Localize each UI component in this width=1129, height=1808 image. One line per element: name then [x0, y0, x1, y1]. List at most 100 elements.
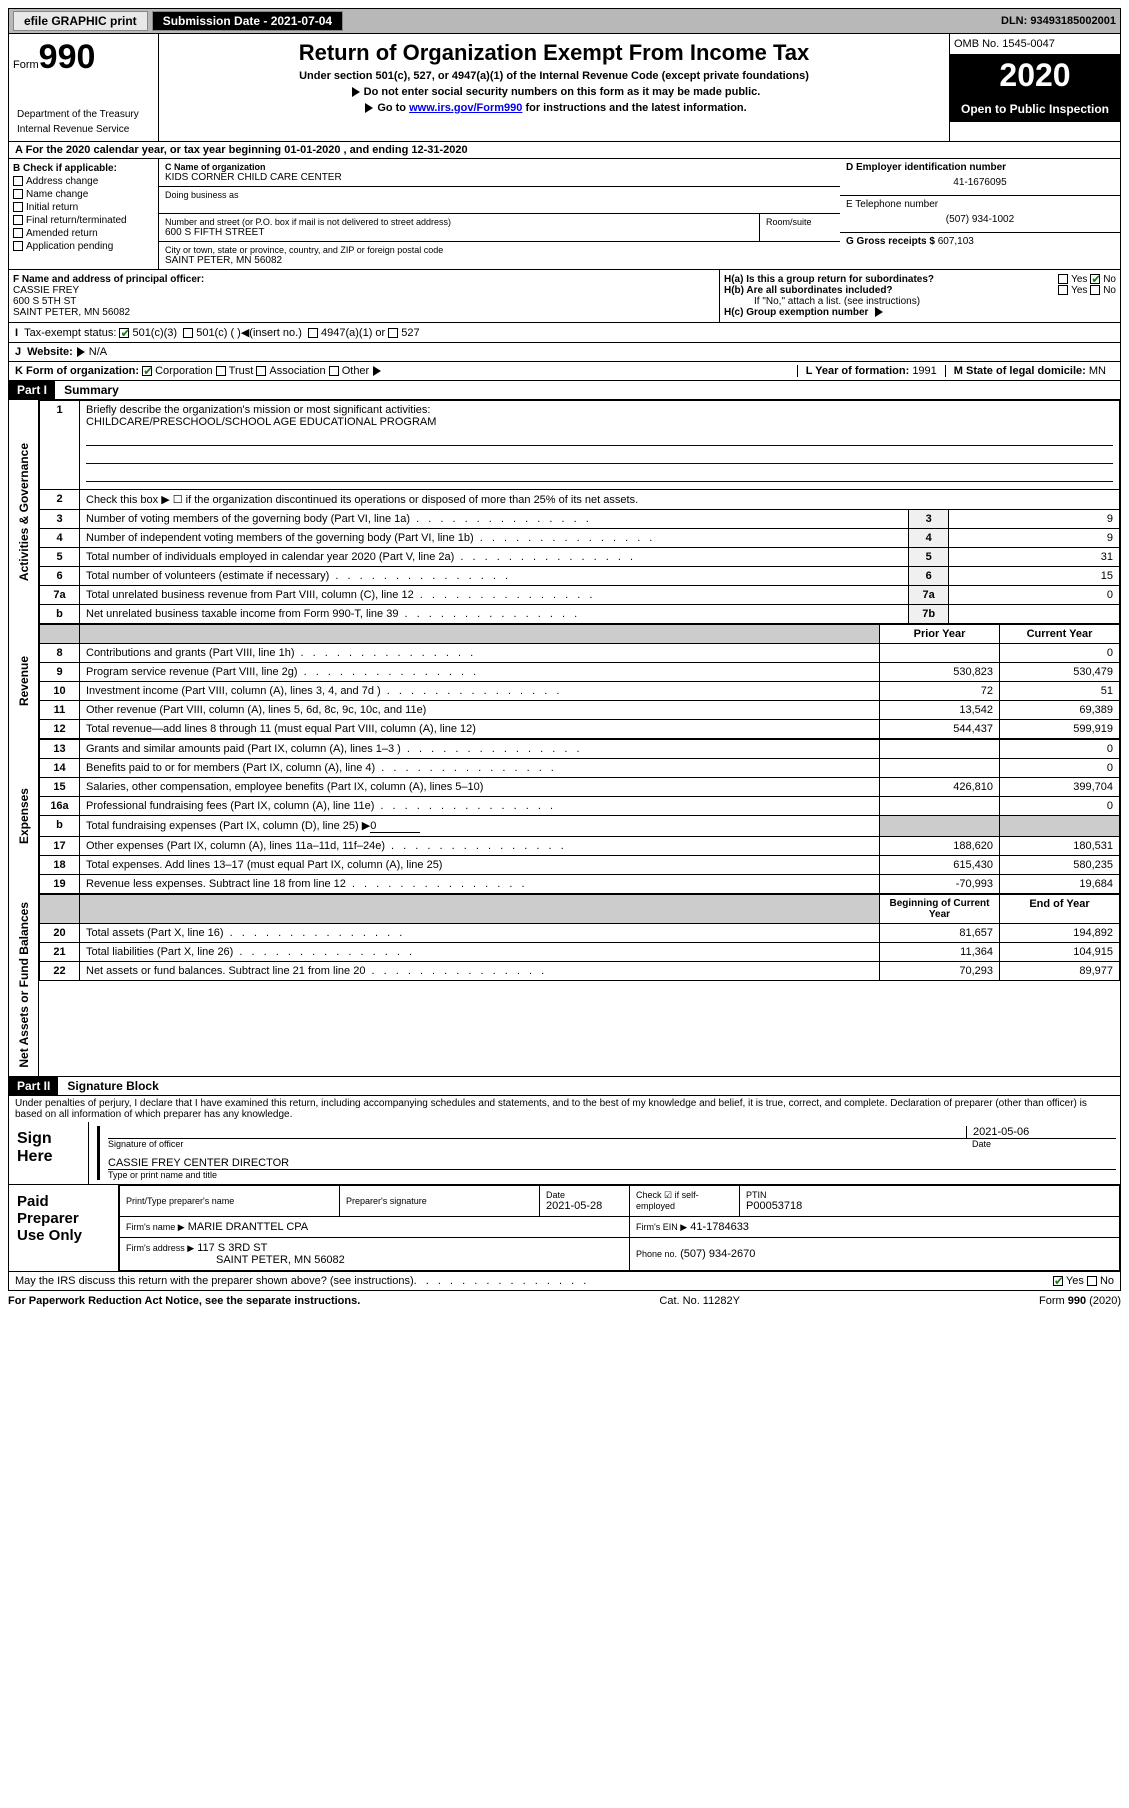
- hc-label: H(c) Group exemption number: [724, 307, 868, 318]
- firm-addr1: 117 S 3RD ST: [197, 1242, 267, 1254]
- ha-no-checkbox[interactable]: [1090, 274, 1100, 284]
- year-formation: 1991: [912, 365, 936, 377]
- line-14: Benefits paid to or for members (Part IX…: [80, 759, 880, 778]
- beg-year-header: Beginning of Current Year: [880, 895, 1000, 924]
- c18: 580,235: [1000, 856, 1120, 875]
- revenue-section: Revenue Prior YearCurrent Year 8Contribu…: [8, 624, 1121, 739]
- line-7a: Total unrelated business revenue from Pa…: [80, 586, 909, 605]
- ptin-label: PTIN: [746, 1190, 1113, 1200]
- omb-number: OMB No. 1545-0047: [950, 34, 1120, 55]
- street-label: Number and street (or P.O. box if mail i…: [165, 217, 753, 227]
- dln-label: DLN: 93493185002001: [1001, 15, 1116, 27]
- 527-checkbox[interactable]: [388, 328, 398, 338]
- amended-return-checkbox[interactable]: [13, 228, 23, 238]
- p18: 615,430: [880, 856, 1000, 875]
- submission-date-button[interactable]: Submission Date - 2021-07-04: [152, 11, 343, 31]
- room-label: Room/suite: [766, 217, 834, 227]
- org-name: KIDS CORNER CHILD CARE CENTER: [165, 172, 834, 183]
- p11: 13,542: [880, 701, 1000, 720]
- firm-name-label: Firm's name ▶: [126, 1222, 185, 1232]
- address-change-checkbox[interactable]: [13, 176, 23, 186]
- website-value: N/A: [89, 346, 107, 358]
- line-10: Investment income (Part VIII, column (A)…: [80, 682, 880, 701]
- val-6: 15: [949, 567, 1120, 586]
- form-title: Return of Organization Exempt From Incom…: [165, 40, 943, 66]
- officer-addr1: 600 S 5TH ST: [13, 296, 715, 307]
- final-return-checkbox[interactable]: [13, 215, 23, 225]
- ha-yes-checkbox[interactable]: [1058, 274, 1068, 284]
- line-11: Other revenue (Part VIII, column (A), li…: [80, 701, 880, 720]
- box-b-legend: B Check if applicable:: [13, 163, 154, 174]
- governance-section: Activities & Governance 1 Briefly descri…: [8, 400, 1121, 624]
- hb-no-checkbox[interactable]: [1090, 285, 1100, 295]
- prep-date-label: Date: [546, 1190, 623, 1200]
- officer-label: F Name and address of principal officer:: [13, 274, 715, 285]
- part-ii-header: Part II Signature Block: [8, 1077, 1121, 1096]
- prep-date: 2021-05-28: [546, 1200, 623, 1212]
- name-change-checkbox[interactable]: [13, 189, 23, 199]
- klm-row: K Form of organization: Corporation Trus…: [8, 362, 1121, 381]
- form-subtitle: Under section 501(c), 527, or 4947(a)(1)…: [165, 70, 943, 82]
- topbar: efile GRAPHIC print Submission Date - 20…: [8, 8, 1121, 34]
- 4947-checkbox[interactable]: [308, 328, 318, 338]
- discuss-yes-checkbox[interactable]: [1053, 1276, 1063, 1286]
- p21: 11,364: [880, 943, 1000, 962]
- ha-label: H(a) Is this a group return for subordin…: [724, 274, 934, 285]
- perjury-text: Under penalties of perjury, I declare th…: [8, 1096, 1121, 1122]
- association-checkbox[interactable]: [256, 366, 266, 376]
- line-19: Revenue less expenses. Subtract line 18 …: [80, 875, 880, 894]
- city-label: City or town, state or province, country…: [165, 245, 834, 255]
- trust-checkbox[interactable]: [216, 366, 226, 376]
- efile-button[interactable]: efile GRAPHIC print: [13, 11, 148, 31]
- sig-officer-label: Signature of officer: [108, 1139, 966, 1149]
- cat-no: Cat. No. 11282Y: [659, 1295, 740, 1307]
- 501c3-checkbox[interactable]: [119, 328, 129, 338]
- year-formation-label: L Year of formation:: [806, 365, 910, 377]
- p10: 72: [880, 682, 1000, 701]
- c8: 0: [1000, 644, 1120, 663]
- part-ii-title: Signature Block: [61, 1077, 164, 1095]
- current-year-header: Current Year: [1000, 625, 1120, 644]
- c21: 104,915: [1000, 943, 1120, 962]
- c13: 0: [1000, 740, 1120, 759]
- p20: 81,657: [880, 924, 1000, 943]
- website-label: Website:: [27, 346, 73, 358]
- line-2: Check this box ▶ ☐ if the organization d…: [80, 490, 1120, 510]
- paid-preparer-label: Paid Preparer Use Only: [9, 1185, 119, 1271]
- gross-receipts-label: G Gross receipts $: [846, 236, 935, 247]
- end-year-header: End of Year: [1000, 895, 1120, 924]
- note-goto-pre: Go to: [377, 102, 409, 114]
- mission-label: Briefly describe the organization's miss…: [86, 404, 430, 416]
- tax-year-line: A For the 2020 calendar year, or tax yea…: [8, 142, 1121, 159]
- corporation-checkbox[interactable]: [142, 366, 152, 376]
- c14: 0: [1000, 759, 1120, 778]
- line-7b: Net unrelated business taxable income fr…: [80, 605, 909, 624]
- part-i-title: Summary: [58, 381, 125, 399]
- other-checkbox[interactable]: [329, 366, 339, 376]
- form990-link[interactable]: www.irs.gov/Form990: [409, 102, 522, 114]
- note-goto-post: for instructions and the latest informat…: [522, 102, 746, 114]
- val-4: 9: [949, 529, 1120, 548]
- officer-name: CASSIE FREY: [13, 285, 715, 296]
- val-5: 31: [949, 548, 1120, 567]
- 501c-checkbox[interactable]: [183, 328, 193, 338]
- line-5: Total number of individuals employed in …: [80, 548, 909, 567]
- val-7b: [949, 605, 1120, 624]
- initial-return-checkbox[interactable]: [13, 202, 23, 212]
- net-assets-section: Net Assets or Fund Balances Beginning of…: [8, 894, 1121, 1077]
- hb-yes-checkbox[interactable]: [1058, 285, 1068, 295]
- discuss-no-checkbox[interactable]: [1087, 1276, 1097, 1286]
- tax-year: 2020: [950, 55, 1120, 96]
- line-13: Grants and similar amounts paid (Part IX…: [80, 740, 880, 759]
- c15: 399,704: [1000, 778, 1120, 797]
- application-pending-checkbox[interactable]: [13, 241, 23, 251]
- sign-here-row: Sign Here 2021-05-06 Signature of office…: [8, 1122, 1121, 1185]
- org-name-label: C Name of organization: [165, 162, 834, 172]
- form-number: 990: [39, 38, 96, 76]
- hb-note: If "No," attach a list. (see instruction…: [724, 296, 1116, 307]
- gross-receipts-value: 607,103: [938, 236, 974, 247]
- c20: 194,892: [1000, 924, 1120, 943]
- type-print-label: Type or print name and title: [108, 1170, 1116, 1180]
- c22: 89,977: [1000, 962, 1120, 981]
- line-6: Total number of volunteers (estimate if …: [80, 567, 909, 586]
